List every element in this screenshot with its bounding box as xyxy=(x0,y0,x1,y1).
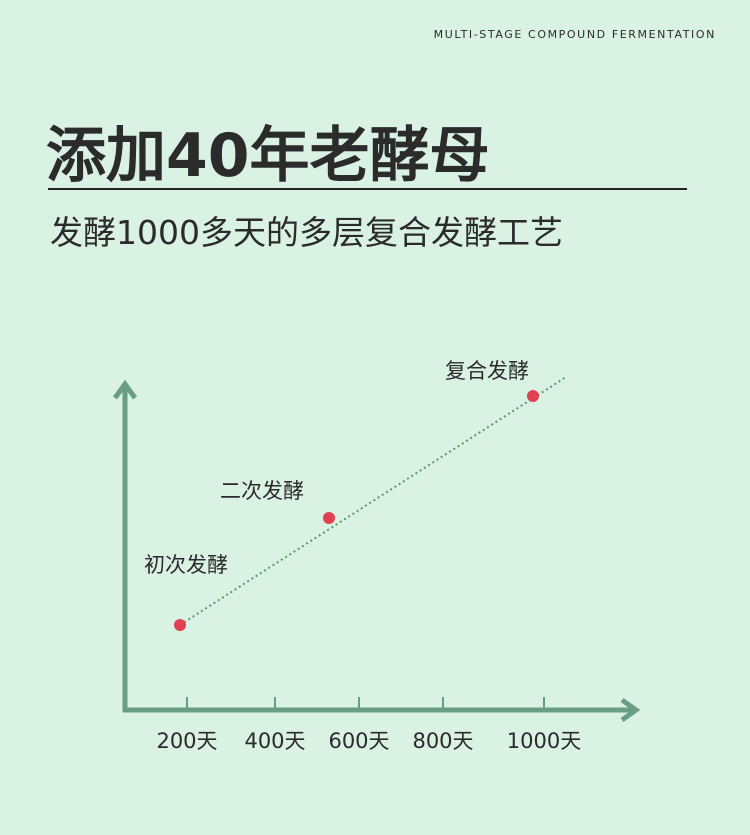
tagline: MULTI-STAGE COMPOUND FERMENTATION xyxy=(434,28,716,41)
stage-label: 初次发酵 xyxy=(144,553,228,577)
tick-label: 800天 xyxy=(412,729,473,753)
stage-point xyxy=(174,619,186,631)
tick-label: 1000天 xyxy=(507,729,581,753)
diagram: 初次发酵 二次发酵 复合发酵 200天 400天 600天 800天 1000天 xyxy=(112,359,641,753)
subtitle: 发酵1000多天的多层复合发酵工艺 xyxy=(50,213,563,252)
tick-label: 200天 xyxy=(156,729,217,753)
tick-label: 400天 xyxy=(244,729,305,753)
stage-label: 复合发酵 xyxy=(445,359,529,383)
axis-arrow xyxy=(112,379,138,400)
tick-label: 600天 xyxy=(328,729,389,753)
title: 添加40年老酵母 xyxy=(46,121,490,191)
stage-point xyxy=(323,512,335,524)
stage-point xyxy=(527,390,539,402)
stage-label: 二次发酵 xyxy=(220,479,304,503)
axis-arrow xyxy=(620,697,641,723)
trend-line xyxy=(179,376,567,626)
